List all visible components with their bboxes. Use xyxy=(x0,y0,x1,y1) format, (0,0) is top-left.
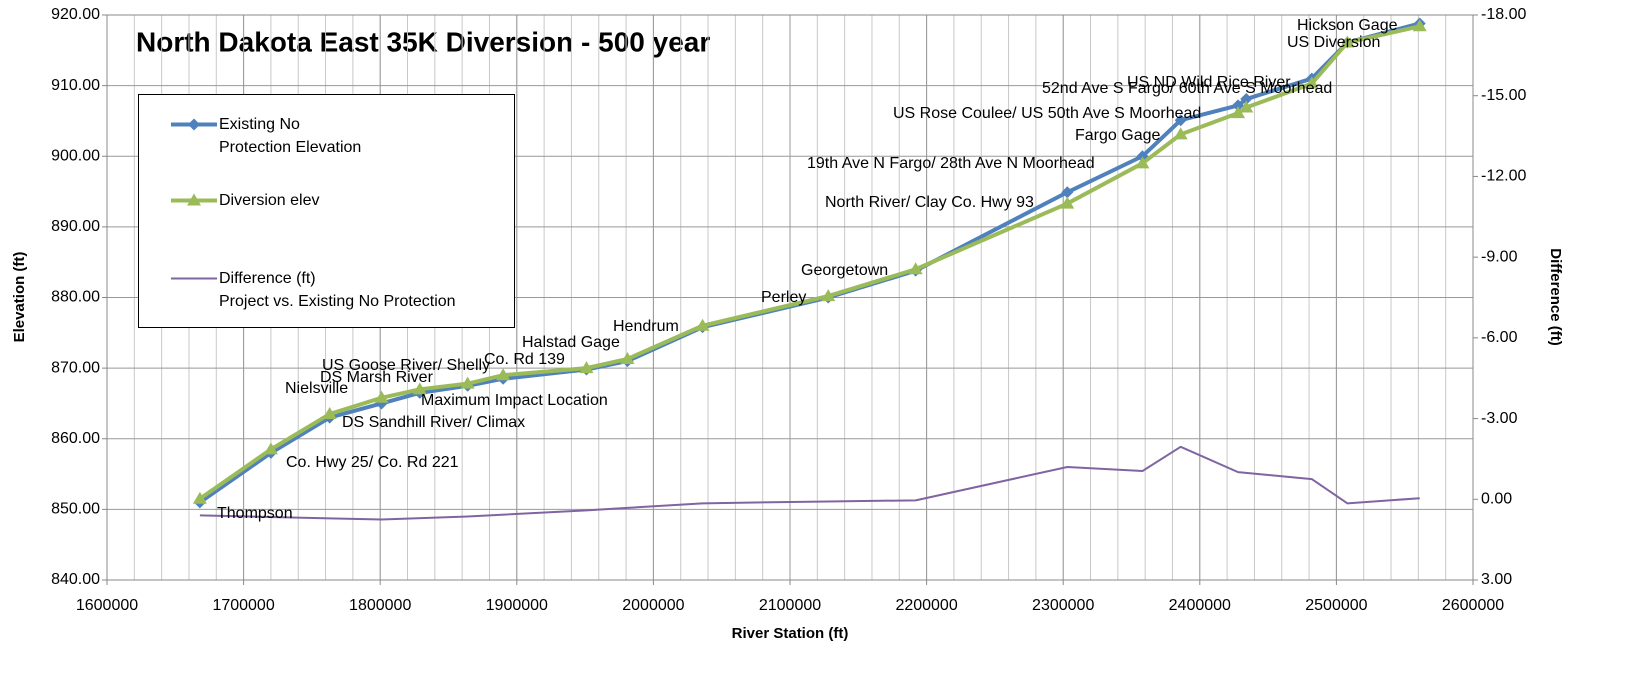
x-tick-label: 2500000 xyxy=(1305,597,1367,614)
legend-label: Diversion elev xyxy=(219,192,320,209)
chart-title: North Dakota East 35K Diversion - 500 ye… xyxy=(136,26,710,57)
x-tick-label: 2000000 xyxy=(622,597,684,614)
annotation: DS Sandhill River/ Climax xyxy=(342,414,525,431)
annotation: Co. Hwy 25/ Co. Rd 221 xyxy=(286,454,459,471)
marker xyxy=(496,368,511,381)
marker xyxy=(1304,76,1319,89)
marker xyxy=(188,118,200,131)
annotation: Perley xyxy=(761,289,806,306)
annotation: US ND Wild Rice River xyxy=(1127,74,1291,91)
y2-tick-label: -6.00 xyxy=(1481,329,1518,346)
y-tick-label: 910.00 xyxy=(51,77,100,94)
x-tick-label: 1800000 xyxy=(349,597,411,614)
legend-label: Difference (ft) Project vs. Existing No … xyxy=(219,270,456,310)
y2-tick-label: -12.00 xyxy=(1481,168,1526,185)
x-tick-label: 2400000 xyxy=(1169,597,1231,614)
annotation: Co. Rd 139 xyxy=(484,351,565,368)
legend-swatch xyxy=(171,277,217,280)
marker xyxy=(1240,93,1253,106)
marker xyxy=(821,289,836,302)
marker xyxy=(322,407,337,420)
annotation: US Goose River/ Shelly xyxy=(322,357,490,374)
marker xyxy=(412,382,427,395)
legend: Existing No Protection Elevation Diversio… xyxy=(138,94,515,328)
x-tick-label: 2300000 xyxy=(1032,597,1094,614)
y-tick-label: 900.00 xyxy=(51,147,100,164)
marker xyxy=(1340,35,1355,48)
annotation: 52nd Ave S Fargo/ 60th Ave S Moorhead xyxy=(1042,80,1332,97)
marker xyxy=(1174,114,1187,127)
marker xyxy=(460,376,475,389)
y2-tick-label: -18.00 xyxy=(1481,6,1526,23)
annotation: Maximum Impact Location xyxy=(421,392,608,409)
y-axis-title: Elevation (ft) xyxy=(11,252,28,343)
x-tick-label: 1600000 xyxy=(76,597,138,614)
y-tick-label: 870.00 xyxy=(51,359,100,376)
marker xyxy=(374,390,389,403)
marker xyxy=(1232,99,1245,112)
annotation: Thompson xyxy=(217,505,293,522)
annotation: 19th Ave N Fargo/ 28th Ave N Moorhead xyxy=(807,155,1095,172)
y2-tick-label: -9.00 xyxy=(1481,248,1518,265)
series xyxy=(192,19,1427,504)
y-tick-label: 890.00 xyxy=(51,218,100,235)
marker xyxy=(1061,186,1074,199)
annotation: North River/ Clay Co. Hwy 93 xyxy=(825,194,1034,211)
annotation: Halstad Gage xyxy=(522,334,620,351)
marker xyxy=(192,491,207,504)
marker xyxy=(695,318,710,331)
y2-tick-label: 3.00 xyxy=(1481,571,1512,588)
legend-label: Existing No Protection Elevation xyxy=(219,116,362,156)
legend-item: Difference (ft) Project vs. Existing No … xyxy=(169,267,456,313)
y-tick-label: 850.00 xyxy=(51,501,100,518)
marker xyxy=(1060,196,1075,209)
y-tick-label: 920.00 xyxy=(51,6,100,23)
annotation: US Diversion xyxy=(1287,34,1380,51)
marker xyxy=(620,351,635,364)
marker xyxy=(187,193,201,206)
x-tick-label: 2100000 xyxy=(759,597,821,614)
plot-frame xyxy=(106,14,1474,581)
annotation: Georgetown xyxy=(801,262,888,279)
series xyxy=(199,445,1420,521)
line xyxy=(199,445,1420,521)
legend-item: Diversion elev xyxy=(169,189,319,212)
y2-tick-label: 0.00 xyxy=(1481,491,1512,508)
marker xyxy=(1412,19,1427,32)
legend-swatch xyxy=(171,193,217,206)
x-tick-label: 2200000 xyxy=(895,597,957,614)
annotation: Nielsville xyxy=(285,380,348,397)
annotation: Hickson Gage xyxy=(1297,17,1398,34)
y2-tick-label: -15.00 xyxy=(1481,87,1526,104)
annotation: DS Marsh River xyxy=(320,369,434,386)
y2-tick-label: -3.00 xyxy=(1481,410,1518,427)
annotation: Fargo Gage xyxy=(1075,127,1160,144)
x-axis-title: River Station (ft) xyxy=(732,625,849,642)
annotation: Hendrum xyxy=(613,318,679,335)
marker xyxy=(908,262,923,275)
marker xyxy=(1231,106,1246,119)
marker xyxy=(579,361,594,374)
x-tick-label: 1900000 xyxy=(486,597,548,614)
marker xyxy=(1239,100,1254,113)
y-tick-label: 840.00 xyxy=(51,571,100,588)
y-tick-label: 860.00 xyxy=(51,430,100,447)
x-tick-label: 1700000 xyxy=(212,597,274,614)
marker xyxy=(1135,156,1150,169)
marker xyxy=(1173,127,1188,140)
legend-item: Existing No Protection Elevation xyxy=(169,113,361,159)
y-tick-label: 880.00 xyxy=(51,289,100,306)
y2-axis-title: Difference (ft) xyxy=(1547,248,1564,346)
annotation: US Rose Coulee/ US 50th Ave S Moorhead xyxy=(893,105,1201,122)
x-tick-label: 2600000 xyxy=(1442,597,1504,614)
legend-swatch xyxy=(171,118,217,131)
marker xyxy=(263,442,278,455)
